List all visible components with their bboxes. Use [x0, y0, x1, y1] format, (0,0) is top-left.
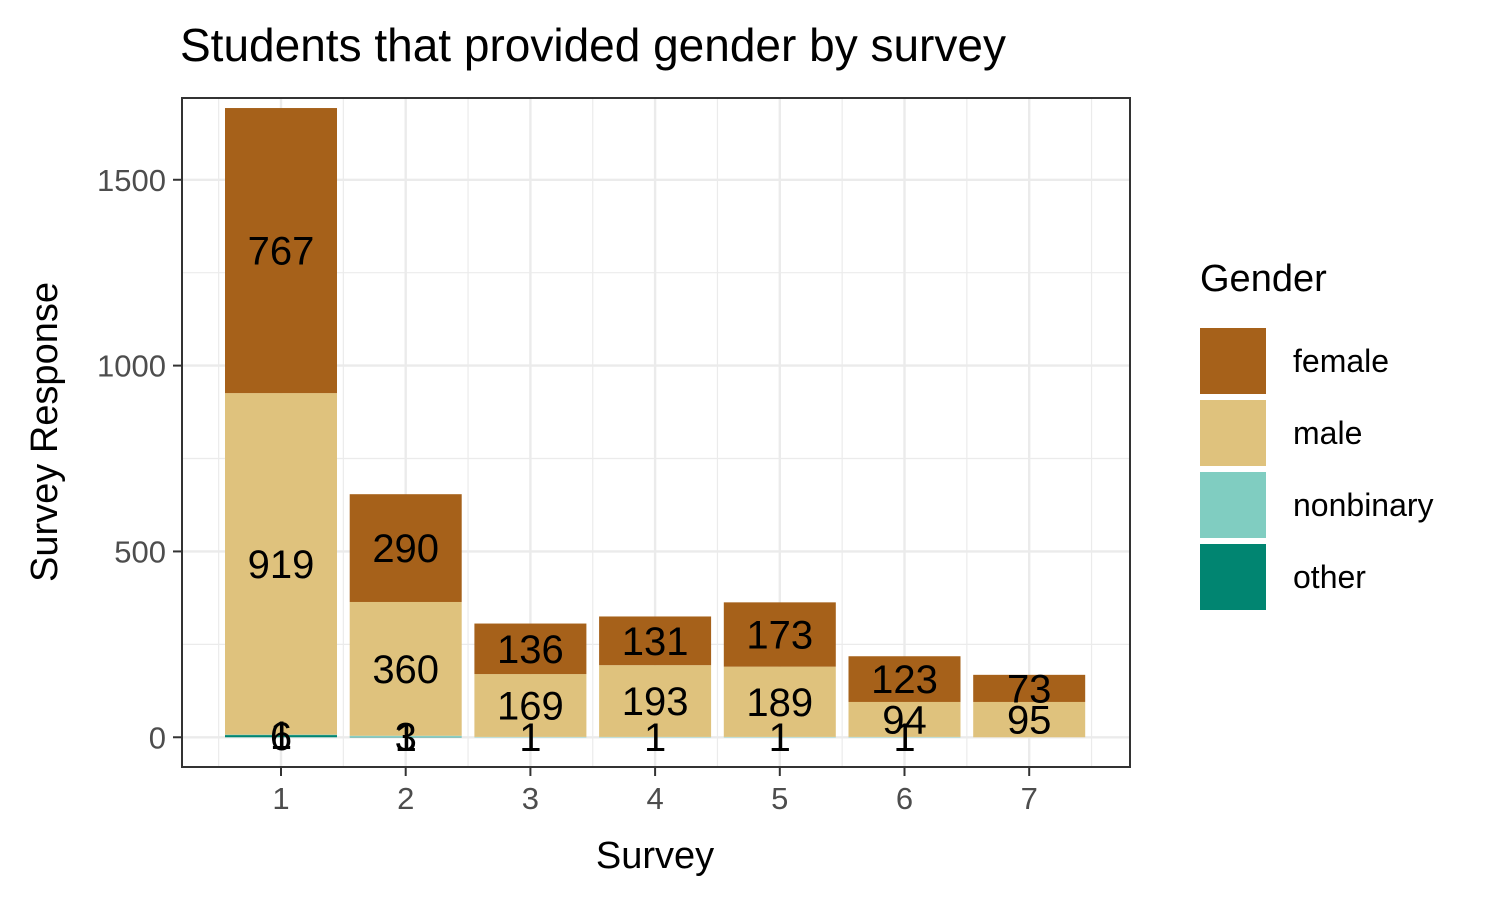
legend-item-other: other — [1200, 541, 1434, 613]
bar-segment-female — [349, 494, 462, 602]
bar-segment-female — [723, 602, 836, 667]
x-tick-label: 1 — [272, 781, 289, 816]
y-axis-title: Survey Response — [24, 282, 66, 582]
data-label-female: 123 — [871, 658, 938, 702]
data-label-other: 1 — [395, 716, 417, 760]
data-label-other: 6 — [270, 715, 292, 759]
bar-segment-female — [973, 674, 1086, 702]
data-label-male: 360 — [372, 648, 439, 692]
data-label-nonbinary: 1 — [893, 716, 915, 760]
bar-segment-other — [349, 736, 462, 738]
data-label-male: 94 — [882, 698, 927, 742]
legend-label: other — [1293, 558, 1366, 595]
legend-label: nonbinary — [1293, 486, 1434, 523]
bar-segment-female — [474, 623, 587, 675]
x-tick-label: 6 — [896, 781, 913, 816]
data-label-male: 95 — [1007, 699, 1052, 743]
data-label-female: 767 — [248, 230, 315, 274]
legend-swatch — [1200, 328, 1266, 394]
data-label-male: 193 — [622, 680, 689, 724]
y-tick-label: 1000 — [97, 349, 166, 384]
y-tick-label: 500 — [114, 534, 166, 569]
legend-item-female: female — [1200, 325, 1434, 397]
data-label-female: 131 — [622, 620, 689, 664]
legend-swatch — [1200, 400, 1266, 466]
y-tick-label: 1500 — [97, 163, 166, 198]
bar-segment-female — [225, 108, 337, 394]
legend-label: female — [1293, 342, 1390, 379]
legend: Gender female male nonbinary other — [1200, 258, 1434, 613]
x-tick-label: 3 — [522, 781, 539, 816]
bar-segment-nonbinary — [474, 736, 587, 738]
legend-item-male: male — [1200, 397, 1434, 469]
x-axis-title: Survey — [596, 835, 714, 877]
x-tick-label: 4 — [646, 781, 663, 816]
bar-segment-male — [848, 701, 961, 737]
data-label-male: 169 — [497, 684, 564, 728]
data-label-nonbinary: 3 — [395, 715, 417, 759]
bar-segment-nonbinary — [848, 736, 961, 738]
chart-title: Students that provided gender by survey — [180, 19, 1006, 71]
bar-segment-other — [225, 735, 337, 738]
bar-segment-male — [599, 665, 712, 737]
data-label-male: 919 — [248, 543, 315, 587]
data-label-nonbinary: 1 — [769, 716, 791, 760]
legend-swatch — [1200, 472, 1266, 538]
legend-item-nonbinary: nonbinary — [1200, 469, 1434, 541]
labels-layer: 6191976713360290116913611931311189173194… — [248, 230, 1052, 761]
legend-title: Gender — [1200, 258, 1327, 300]
data-label-male: 189 — [746, 681, 813, 725]
y-tick-label: 0 — [149, 720, 166, 755]
bar-segment-nonbinary — [723, 736, 836, 738]
bar-segment-female — [848, 656, 961, 702]
data-label-nonbinary: 1 — [519, 716, 541, 760]
bar-segment-nonbinary — [599, 736, 712, 738]
data-label-female: 173 — [746, 614, 813, 658]
x-tick-label: 7 — [1021, 781, 1038, 816]
x-tick-label: 5 — [771, 781, 788, 816]
data-label-nonbinary: 1 — [270, 714, 292, 758]
bar-segment-nonbinary — [225, 734, 337, 736]
bar-segment-female — [599, 616, 712, 666]
legend-items: female male nonbinary other — [1200, 325, 1434, 613]
legend-swatch — [1200, 544, 1266, 610]
data-label-nonbinary: 1 — [644, 716, 666, 760]
bars-layer — [225, 108, 1086, 738]
data-label-female: 73 — [1007, 667, 1052, 711]
bar-segment-nonbinary — [349, 735, 462, 737]
data-label-female: 136 — [497, 628, 564, 672]
bar-segment-male — [973, 701, 1086, 738]
x-tick-label: 2 — [397, 781, 414, 816]
bar-segment-male — [349, 601, 462, 736]
bar-segment-male — [474, 674, 587, 737]
legend-label: male — [1293, 414, 1363, 451]
bar-segment-male — [723, 666, 836, 737]
data-label-female: 290 — [372, 527, 439, 571]
bar-segment-male — [225, 393, 337, 735]
